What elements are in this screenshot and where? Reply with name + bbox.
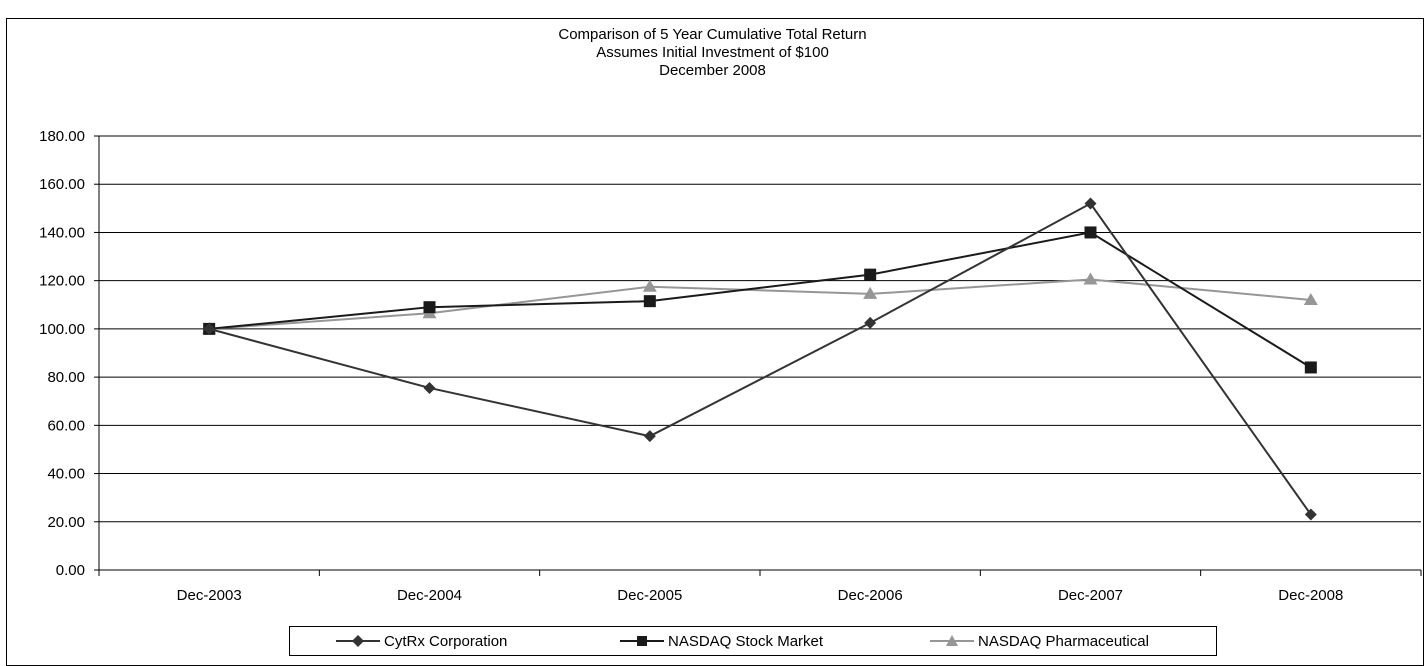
y-tick-label: 60.00 (47, 417, 85, 434)
data-point (423, 301, 436, 314)
legend-label-nasdaq-pharmaceutical: NASDAQ Pharmaceutical (978, 632, 1149, 650)
data-point (864, 316, 877, 329)
series-line (209, 278, 1311, 330)
data-point (1303, 292, 1318, 305)
y-tick-label: 160.00 (39, 176, 85, 193)
data-point (643, 295, 656, 308)
y-tick-label: 40.00 (47, 466, 85, 483)
series-0 (203, 197, 1317, 521)
x-tick-label: Dec-2005 (617, 587, 682, 604)
legend: CytRx Corporation NASDAQ Stock Market NA… (289, 626, 1217, 656)
chart-title-line-1: Comparison of 5 Year Cumulative Total Re… (558, 26, 867, 43)
chart-title: Comparison of 5 Year Cumulative Total Re… (0, 26, 1425, 80)
data-point (1304, 508, 1317, 521)
data-point (1084, 197, 1097, 210)
series-line (208, 202, 1312, 516)
y-tick-label: 180.00 (39, 128, 85, 145)
data-point (863, 286, 878, 299)
data-point (1084, 226, 1097, 239)
data-point (864, 268, 877, 281)
y-tick-label: 120.00 (39, 273, 85, 290)
y-tick-label: 80.00 (47, 369, 85, 386)
series-2 (202, 272, 1318, 334)
triangle-marker-icon (930, 635, 974, 646)
y-tick-label: 100.00 (39, 321, 85, 338)
y-tick-label: 20.00 (47, 514, 85, 531)
y-tick-label: 0.00 (56, 562, 85, 579)
data-point (642, 279, 657, 292)
y-tick-label: 140.00 (39, 224, 85, 241)
legend-item-nasdaq-stock-market: NASDAQ Stock Market (620, 627, 823, 655)
data-point (203, 322, 216, 335)
x-tick-label: Dec-2007 (1058, 587, 1123, 604)
data-point (423, 381, 436, 394)
data-point (1083, 272, 1098, 285)
x-tick-label: Dec-2003 (177, 587, 242, 604)
x-tick-label: Dec-2004 (397, 587, 462, 604)
x-axis-tick-labels: Dec-2003 Dec-2004 Dec-2005 Dec-2006 Dec-2007… (177, 587, 1344, 604)
chart-title-line-2: Assumes Initial Investment of $100 (596, 44, 829, 61)
data-point (643, 430, 656, 443)
series-1 (203, 226, 1317, 374)
legend-item-nasdaq-pharmaceutical: NASDAQ Pharmaceutical (930, 627, 1149, 655)
diamond-marker-icon (336, 635, 380, 647)
y-axis-tick-labels: 0.00 20.00 40.00 60.00 80.00 100.00 120.00 140.… (39, 128, 85, 579)
x-tick-label: Dec-2008 (1278, 587, 1343, 604)
gridlines (99, 135, 1421, 523)
data-point (1304, 361, 1317, 374)
legend-label-nasdaq-stock-market: NASDAQ Stock Market (668, 632, 824, 650)
x-tick-label: Dec-2006 (838, 587, 903, 604)
square-marker-icon (620, 636, 664, 646)
legend-label-cytrx: CytRx Corporation (384, 632, 508, 650)
legend-item-cytrx: CytRx Corporation (336, 627, 507, 655)
series-line (209, 231, 1312, 369)
series-lines (202, 197, 1318, 521)
chart-title-line-3: December 2008 (659, 62, 766, 79)
axes (94, 135, 1422, 576)
